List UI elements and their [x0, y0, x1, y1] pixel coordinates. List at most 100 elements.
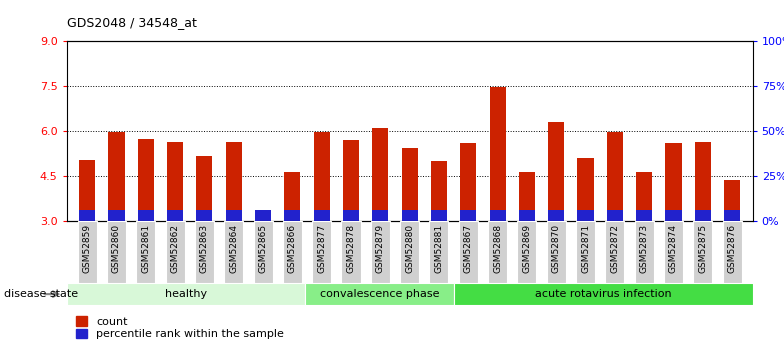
Text: GSM52873: GSM52873 — [640, 224, 648, 273]
Bar — [138, 139, 154, 221]
Bar — [136, 221, 155, 283]
Bar — [430, 221, 448, 283]
Text: GSM52868: GSM52868 — [493, 224, 502, 273]
Bar — [371, 221, 390, 283]
Bar — [314, 132, 330, 221]
Bar — [460, 210, 477, 221]
Bar — [314, 210, 330, 221]
Bar — [285, 210, 300, 221]
Bar — [546, 221, 566, 283]
Text: GSM52867: GSM52867 — [464, 224, 473, 273]
Bar — [224, 221, 243, 283]
Bar — [138, 210, 154, 221]
Bar — [489, 87, 506, 221]
Bar — [724, 179, 740, 221]
Bar — [723, 221, 742, 283]
Text: GSM52877: GSM52877 — [318, 224, 326, 273]
Text: disease state: disease state — [4, 289, 78, 299]
Text: GSM52866: GSM52866 — [288, 224, 297, 273]
Bar — [519, 172, 535, 221]
Bar — [283, 221, 302, 283]
Bar — [78, 221, 96, 283]
Bar — [724, 210, 740, 221]
Bar — [517, 221, 536, 283]
Bar — [196, 156, 212, 221]
Text: acute rotavirus infection: acute rotavirus infection — [535, 289, 672, 299]
Bar — [693, 221, 713, 283]
Text: GSM52869: GSM52869 — [522, 224, 532, 273]
Bar — [226, 210, 241, 221]
Bar — [372, 210, 388, 221]
Bar — [489, 210, 506, 221]
Text: GSM52862: GSM52862 — [171, 224, 180, 273]
Bar — [548, 210, 564, 221]
Bar — [636, 210, 652, 221]
Bar — [459, 221, 477, 283]
Text: GSM52874: GSM52874 — [669, 224, 678, 273]
Bar — [431, 210, 447, 221]
Bar — [165, 221, 185, 283]
Text: GDS2048 / 34548_at: GDS2048 / 34548_at — [67, 16, 197, 29]
Bar — [108, 132, 125, 221]
Bar — [548, 122, 564, 221]
Bar — [488, 221, 507, 283]
Bar — [196, 210, 212, 221]
Bar — [431, 161, 447, 221]
Bar — [226, 141, 241, 221]
Bar — [455, 283, 753, 305]
Text: GSM52861: GSM52861 — [141, 224, 151, 273]
Text: GSM52879: GSM52879 — [376, 224, 385, 273]
Bar — [605, 221, 624, 283]
Bar — [305, 283, 455, 305]
Bar — [634, 221, 654, 283]
Bar — [636, 172, 652, 221]
Bar — [253, 221, 273, 283]
Text: GSM52860: GSM52860 — [112, 224, 121, 273]
Text: GSM52876: GSM52876 — [728, 224, 737, 273]
Bar — [167, 210, 183, 221]
Bar — [108, 210, 125, 221]
Bar — [460, 143, 477, 221]
Text: GSM52859: GSM52859 — [82, 224, 92, 273]
Text: GSM52870: GSM52870 — [552, 224, 561, 273]
Bar — [666, 143, 681, 221]
Text: GSM52864: GSM52864 — [229, 224, 238, 273]
Text: GSM52871: GSM52871 — [581, 224, 590, 273]
Bar — [695, 142, 711, 221]
Bar — [312, 221, 331, 283]
Bar — [79, 210, 95, 221]
Bar — [578, 210, 593, 221]
Bar — [343, 140, 359, 221]
Text: healthy: healthy — [165, 289, 207, 299]
Text: GSM52863: GSM52863 — [200, 224, 209, 273]
Bar — [107, 221, 126, 283]
Bar — [372, 128, 388, 221]
Bar — [695, 210, 711, 221]
Bar — [664, 221, 683, 283]
Text: GSM52880: GSM52880 — [405, 224, 414, 273]
Bar — [255, 210, 271, 221]
Text: GSM52878: GSM52878 — [347, 224, 355, 273]
Bar — [195, 221, 214, 283]
Bar — [400, 221, 419, 283]
Text: GSM52872: GSM52872 — [611, 224, 619, 273]
Bar — [67, 283, 305, 305]
Text: convalescence phase: convalescence phase — [320, 289, 440, 299]
Bar — [79, 159, 95, 221]
Bar — [576, 221, 595, 283]
Bar — [607, 132, 623, 221]
Bar — [285, 172, 300, 221]
Bar — [401, 210, 418, 221]
Text: GSM52881: GSM52881 — [434, 224, 444, 273]
Bar — [342, 221, 361, 283]
Text: GSM52865: GSM52865 — [259, 224, 267, 273]
Bar — [519, 210, 535, 221]
Bar — [607, 210, 623, 221]
Bar — [578, 158, 593, 221]
Bar — [167, 141, 183, 221]
Bar — [255, 211, 271, 221]
Text: GSM52875: GSM52875 — [699, 224, 707, 273]
Bar — [343, 210, 359, 221]
Legend: count, percentile rank within the sample: count, percentile rank within the sample — [76, 316, 284, 339]
Bar — [666, 210, 681, 221]
